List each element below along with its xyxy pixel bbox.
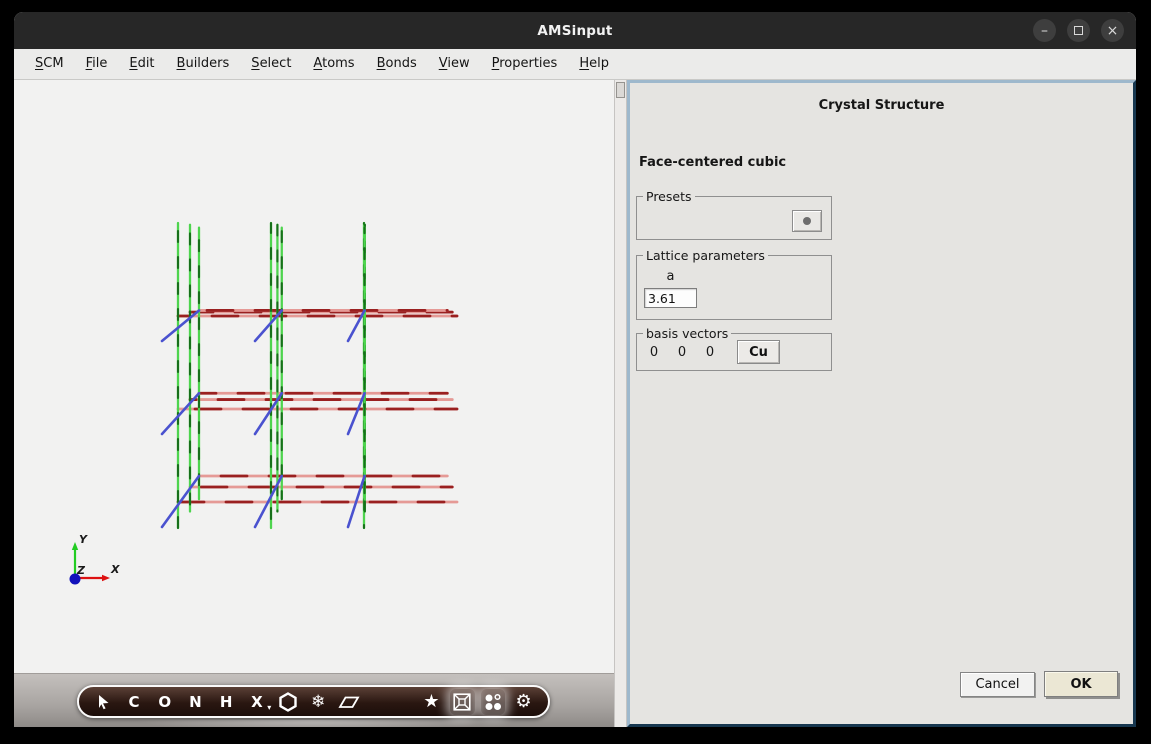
menu-edit[interactable]: Edit [129,56,155,71]
menu-bar: SCM File Edit Builders Select Atoms Bond… [14,49,1136,80]
presets-group: Presets [636,189,832,240]
lattice-parameters-group: Lattice parameters a [636,248,832,320]
parallelogram-icon [338,696,360,708]
panel-scrollbar[interactable] [614,80,627,727]
chevron-down-icon: ▾ [267,702,272,712]
viewport-3d[interactable]: X Y Z C O N H X ▾ [14,80,614,727]
amsinput-window: AMSinput – × SCM File Edit Builders Sele… [14,12,1136,727]
menu-atoms[interactable]: Atoms [313,56,355,71]
tool-pill: C O N H X ▾ ❄ [77,685,550,718]
menu-builders[interactable]: Builders [176,56,230,71]
gear-icon: ⚙ [515,691,532,712]
maximize-button[interactable] [1067,19,1090,42]
option-menu-dot-icon [803,217,811,225]
basis-x-value: 0 [649,344,659,360]
close-icon: × [1106,22,1119,39]
panel-title: Crystal Structure [818,98,945,113]
element-picker-tool[interactable]: X ▾ [245,689,272,715]
presets-menu-button[interactable] [792,210,822,232]
basis-group-label: basis vectors [643,326,732,341]
unit-cell-tool[interactable] [449,688,475,715]
menu-select[interactable]: Select [251,56,292,71]
crystal-lattice-render: X Y Z [69,221,459,585]
minimize-icon: – [1041,22,1048,39]
ok-button[interactable]: OK [1044,671,1118,697]
molecules-tool[interactable] [480,688,506,715]
freeze-tool[interactable]: ❄ [306,689,331,715]
lattice-a-input[interactable] [644,288,697,308]
crystal-structure-panel: Crystal Structure Face-centered cubic Pr… [627,80,1136,727]
menu-properties[interactable]: Properties [491,56,558,71]
scrollbar-thumb[interactable] [616,82,625,98]
minimize-button[interactable]: – [1033,19,1056,42]
molecules-dots-icon [485,693,502,710]
element-x-label: X [251,692,263,711]
ring-tool[interactable] [275,689,300,715]
axis-label-x: X [110,563,120,576]
pointer-tool[interactable] [91,689,116,715]
title-bar: AMSinput – × [14,12,1136,49]
plane-tool[interactable] [337,689,362,715]
basis-vector-row: 0 0 0 Cu [637,334,831,370]
menu-help[interactable]: Help [579,56,609,71]
toolbar-reflection [77,720,550,727]
star-icon: ★ [423,691,440,712]
presets-group-label: Presets [643,189,695,204]
cancel-button[interactable]: Cancel [960,672,1035,697]
pointer-icon [98,695,109,710]
axis-label-y: Y [79,533,88,546]
menu-scm[interactable]: SCM [35,56,64,71]
nitrogen-tool[interactable]: N [189,692,202,711]
maximize-icon [1074,26,1083,35]
element-button[interactable]: Cu [737,340,780,364]
axis-label-z: Z [76,564,86,577]
close-button[interactable]: × [1101,19,1124,42]
axis-z-dot [69,573,81,585]
window-controls: – × [1033,12,1124,49]
favorites-tool[interactable]: ★ [419,689,444,715]
basis-y-value: 0 [677,344,687,360]
window-title: AMSinput [537,22,613,39]
structure-name: Face-centered cubic [639,155,787,170]
menu-bonds[interactable]: Bonds [376,56,417,71]
param-a-label: a [666,269,675,284]
menu-file[interactable]: File [85,56,108,71]
hydrogen-tool[interactable]: H [219,692,233,711]
menu-view[interactable]: View [438,56,470,71]
basis-vectors-group: basis vectors 0 0 0 Cu [636,326,832,371]
carbon-tool[interactable]: C [128,692,140,711]
unit-cell-icon [453,692,471,711]
oxygen-tool[interactable]: O [158,692,172,711]
lattice-group-label: Lattice parameters [643,248,768,263]
snowflake-icon: ❄ [311,691,326,712]
hexagon-icon [278,691,297,712]
settings-tool[interactable]: ⚙ [511,689,536,715]
basis-z-value: 0 [705,344,715,360]
